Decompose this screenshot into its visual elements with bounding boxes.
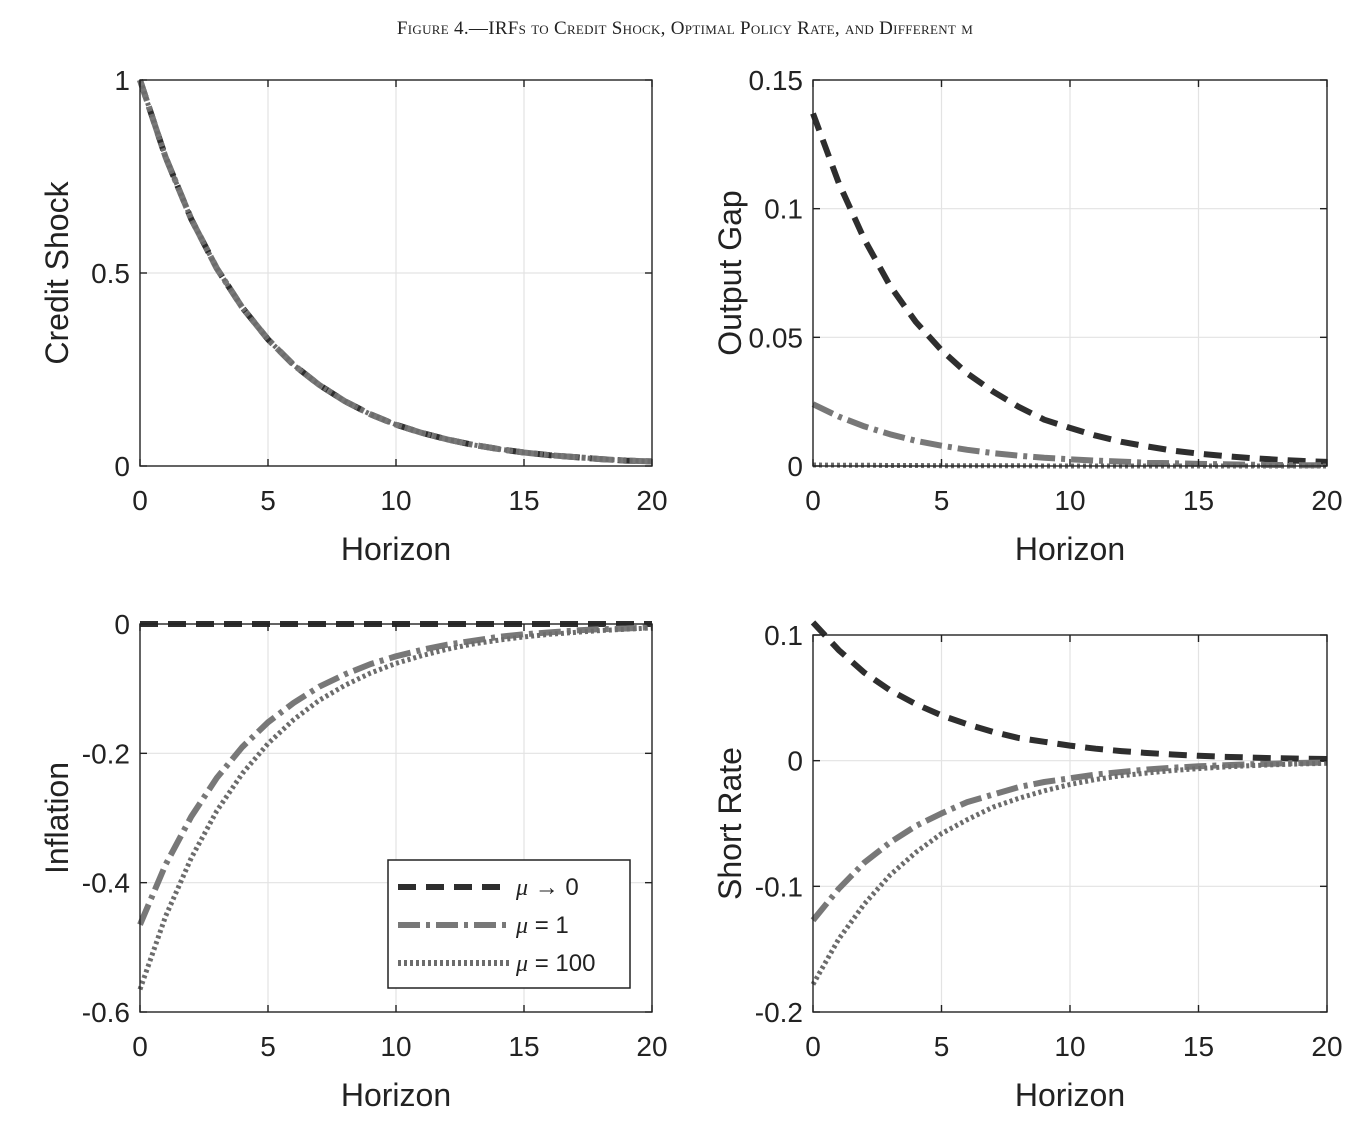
y-tick-label: -0.4 xyxy=(82,868,130,899)
legend: μ → 0 μ = 1 μ = 100 xyxy=(387,859,631,989)
panel-credit-shock: 0 5 10 15 20 0 0.5 1 Horizon Credit Shock xyxy=(39,65,668,567)
y-tick-label: 0 xyxy=(114,451,130,482)
x-tick-label: 20 xyxy=(636,1031,667,1062)
legend-label-mu-100: μ = 100 xyxy=(515,950,595,977)
x-tick-label: 5 xyxy=(260,1031,276,1062)
y-tick-label: -0.1 xyxy=(755,871,803,902)
x-tick-label: 0 xyxy=(132,1031,148,1062)
x-tick-label: 0 xyxy=(132,485,148,516)
y-tick-label: -0.2 xyxy=(82,738,130,769)
y-tick-label: 0 xyxy=(787,746,803,777)
series-line-mu-to-0 xyxy=(810,112,1328,465)
x-tick-label: 20 xyxy=(636,485,667,516)
y-tick-label: 0.1 xyxy=(764,194,803,225)
x-tick-label: 15 xyxy=(1183,485,1214,516)
legend-label-mu-to-0: μ → 0 xyxy=(515,874,579,901)
x-tick-label: 20 xyxy=(1311,485,1342,516)
y-tick-label: 0.1 xyxy=(764,620,803,651)
x-tick-label: 10 xyxy=(380,485,411,516)
x-tick-label: 5 xyxy=(934,1031,950,1062)
x-tick-label: 15 xyxy=(508,1031,539,1062)
y-tick-label: 1 xyxy=(114,65,130,96)
y-axis-label: Inflation xyxy=(39,762,75,874)
series-line-mu-to-0 xyxy=(810,620,1328,762)
series-line-mu-100 xyxy=(810,760,1328,986)
panel-output-gap: 0 5 10 15 20 0 0.05 0.1 0.15 Horizon Output Gap xyxy=(712,65,1343,567)
figure-title: Figure 4.—IRFs to Credit Shock, Optimal … xyxy=(396,18,974,39)
x-tick-label: 15 xyxy=(508,485,539,516)
y-tick-label: 0.5 xyxy=(91,258,130,289)
x-tick-label: 20 xyxy=(1311,1031,1342,1062)
x-axis-label: Horizon xyxy=(1015,531,1125,567)
x-tick-label: 10 xyxy=(380,1031,411,1062)
panel-inflation: 0 5 10 15 20 -0.6 -0.4 -0.2 0 Horizon Inflation xyxy=(39,609,668,1113)
legend-label-mu-1: μ = 1 xyxy=(515,912,569,939)
y-axis-label: Credit Shock xyxy=(39,180,75,364)
x-tick-label: 5 xyxy=(260,485,276,516)
x-axis-label: Horizon xyxy=(341,1077,451,1113)
x-axis-label: Horizon xyxy=(1015,1077,1125,1113)
y-tick-label: 0 xyxy=(114,609,130,640)
x-tick-label: 10 xyxy=(1054,485,1085,516)
y-tick-label: -0.2 xyxy=(755,997,803,1028)
panel-short-rate: 0 5 10 15 20 -0.2 -0.1 0 0.1 Horizon Short Rate xyxy=(712,620,1343,1113)
y-axis-label: Output Gap xyxy=(712,190,748,355)
x-axis-label: Horizon xyxy=(341,531,451,567)
series-line-mu-100 xyxy=(137,79,653,464)
x-tick-label: 15 xyxy=(1183,1031,1214,1062)
y-axis-label: Short Rate xyxy=(712,747,748,900)
x-tick-label: 0 xyxy=(805,1031,821,1062)
y-tick-label: 0.05 xyxy=(749,322,804,353)
y-tick-label: -0.6 xyxy=(82,997,130,1028)
x-tick-label: 10 xyxy=(1054,1031,1085,1062)
y-tick-label: 0 xyxy=(787,451,803,482)
series-line-mu-1 xyxy=(137,624,653,926)
x-tick-label: 5 xyxy=(934,485,950,516)
y-tick-label: 0.15 xyxy=(749,65,804,96)
x-tick-label: 0 xyxy=(805,485,821,516)
